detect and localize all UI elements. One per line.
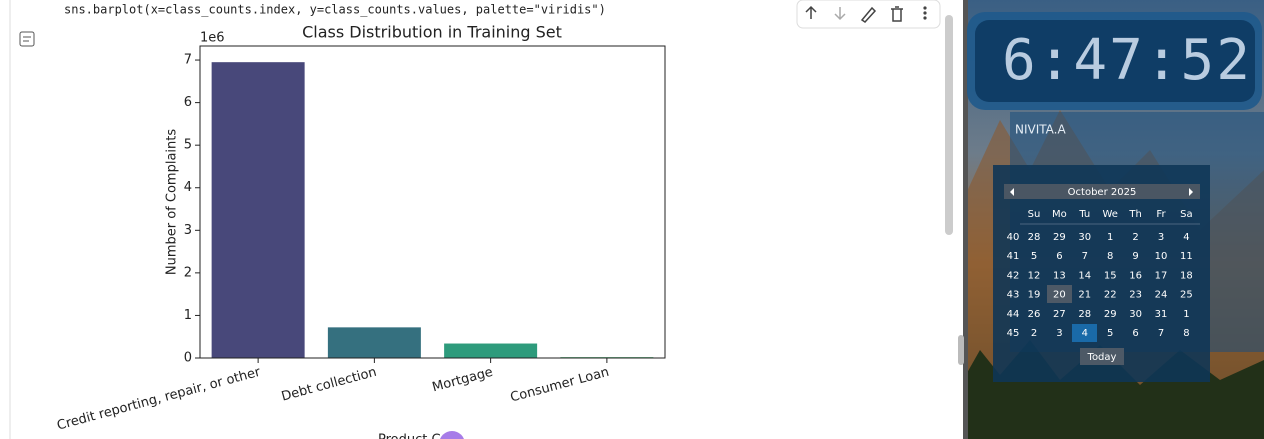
- day[interactable]: 14: [1078, 270, 1091, 281]
- user-name: NIVITA.A: [1015, 123, 1066, 137]
- clock-widget: 6:47:52: [967, 12, 1262, 110]
- day[interactable]: 16: [1129, 270, 1142, 281]
- day[interactable]: 11: [1180, 251, 1193, 262]
- day[interactable]: 5: [1031, 251, 1037, 262]
- day[interactable]: 30: [1078, 232, 1091, 243]
- chart-title: Class Distribution in Training Set: [302, 23, 562, 42]
- day[interactable]: 1: [1107, 232, 1113, 243]
- week-number: 45: [1007, 328, 1020, 339]
- delete[interactable]: [891, 6, 903, 22]
- bar: [327, 327, 421, 358]
- offset-text: 1e6: [200, 31, 225, 46]
- edit[interactable]: [860, 6, 877, 23]
- day[interactable]: 6: [1132, 328, 1138, 339]
- day[interactable]: 8: [1107, 251, 1113, 262]
- notebook: [0, 0, 955, 439]
- weekday: Su: [1028, 209, 1041, 220]
- day[interactable]: 25: [1180, 290, 1193, 301]
- day[interactable]: 21: [1078, 290, 1091, 301]
- day[interactable]: 26: [1028, 309, 1041, 320]
- scrollbar[interactable]: [945, 15, 953, 235]
- day[interactable]: 8: [1183, 328, 1189, 339]
- assistant-icon[interactable]: [439, 431, 465, 439]
- move-down[interactable]: [834, 7, 846, 21]
- day[interactable]: 12: [1028, 270, 1041, 281]
- today-label[interactable]: Today: [1087, 352, 1117, 363]
- month-label: October 2025: [1068, 187, 1137, 198]
- day[interactable]: 4: [1082, 328, 1088, 339]
- day[interactable]: 15: [1104, 270, 1117, 281]
- y-tick-label: 1: [184, 308, 192, 323]
- y-tick-label: 5: [184, 138, 192, 153]
- day[interactable]: 31: [1155, 309, 1168, 320]
- day[interactable]: 23: [1129, 290, 1142, 301]
- weekday: Fr: [1156, 209, 1166, 220]
- day[interactable]: 4: [1183, 232, 1189, 243]
- output-toggle[interactable]: [19, 31, 35, 47]
- next-month[interactable]: [1189, 188, 1193, 196]
- weekday: Tu: [1078, 209, 1090, 220]
- today-button[interactable]: [1080, 348, 1124, 365]
- more[interactable]: [923, 6, 927, 20]
- bar: [211, 62, 305, 359]
- day[interactable]: 19: [1028, 290, 1041, 301]
- day[interactable]: 17: [1155, 270, 1168, 281]
- day[interactable]: 5: [1107, 328, 1113, 339]
- y-axis-label: Number of Complaints: [165, 129, 180, 275]
- x-axis-label: Product C: [378, 433, 441, 439]
- week-number: 40: [1007, 232, 1020, 243]
- day[interactable]: 28: [1028, 232, 1041, 243]
- week-number: 42: [1007, 270, 1020, 281]
- prev-month[interactable]: [1010, 188, 1014, 196]
- day[interactable]: 29: [1104, 309, 1117, 320]
- week-number: 44: [1007, 309, 1020, 320]
- day[interactable]: 10: [1155, 251, 1168, 262]
- weekday: Sa: [1180, 209, 1192, 220]
- day[interactable]: 30: [1129, 309, 1142, 320]
- y-tick-label: 2: [184, 265, 192, 280]
- week-number: 43: [1007, 290, 1020, 301]
- splitter[interactable]: [958, 335, 964, 365]
- week-number: 41: [1007, 251, 1020, 262]
- day[interactable]: 13: [1053, 270, 1066, 281]
- window-edge: [963, 0, 968, 439]
- code-line: sns.barplot(x=class_counts.index, y=clas…: [64, 3, 606, 17]
- weekday: Th: [1128, 209, 1141, 220]
- day[interactable]: 6: [1056, 251, 1062, 262]
- bar: [444, 343, 538, 358]
- y-tick-label: 7: [184, 53, 192, 68]
- y-tick-label: 4: [184, 180, 192, 195]
- day[interactable]: 2: [1031, 328, 1037, 339]
- day[interactable]: 7: [1158, 328, 1164, 339]
- day[interactable]: 18: [1180, 270, 1193, 281]
- clock-time: 6:47:52: [1002, 28, 1252, 93]
- day[interactable]: 9: [1132, 251, 1138, 262]
- plot-frame: [199, 45, 666, 359]
- day[interactable]: 7: [1082, 251, 1088, 262]
- weekday: Mo: [1052, 209, 1067, 220]
- day[interactable]: 20: [1053, 290, 1066, 301]
- day[interactable]: 29: [1053, 232, 1066, 243]
- day[interactable]: 24: [1155, 290, 1168, 301]
- day[interactable]: 22: [1104, 290, 1117, 301]
- cell-toolbar: [796, 0, 941, 29]
- day[interactable]: 3: [1056, 328, 1062, 339]
- y-tick-label: 0: [184, 351, 192, 366]
- day[interactable]: 2: [1132, 232, 1138, 243]
- day[interactable]: 27: [1053, 309, 1066, 320]
- weekday: We: [1102, 209, 1117, 220]
- day[interactable]: 3: [1158, 232, 1164, 243]
- day[interactable]: 1: [1183, 309, 1189, 320]
- y-tick-label: 3: [184, 223, 192, 238]
- day[interactable]: 28: [1078, 309, 1091, 320]
- move-up[interactable]: [805, 5, 817, 19]
- y-tick-label: 6: [184, 95, 192, 110]
